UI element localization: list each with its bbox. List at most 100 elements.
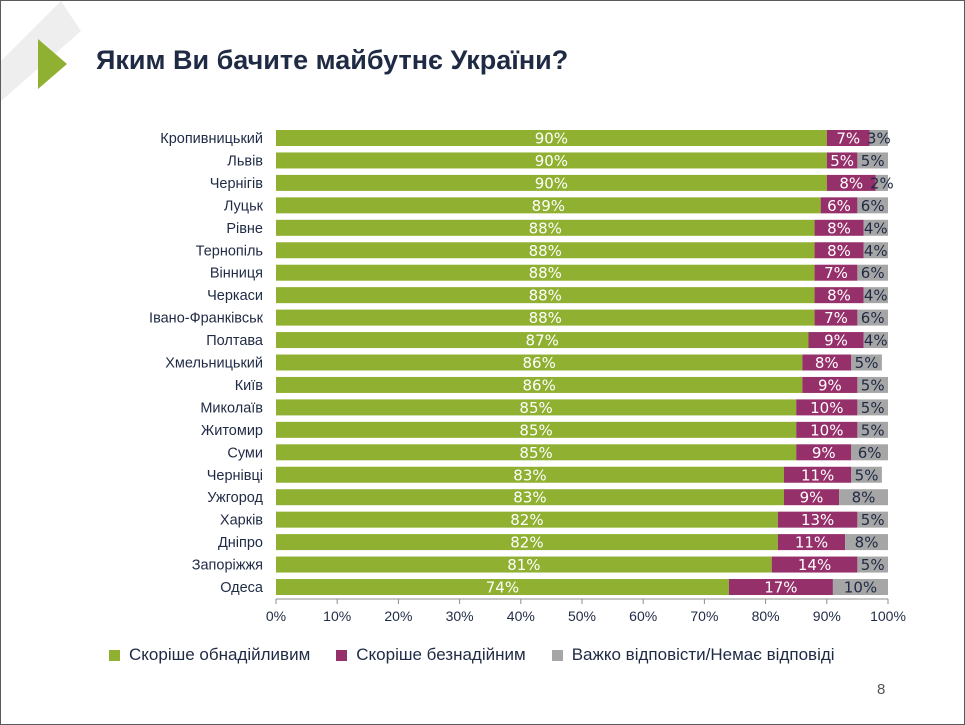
category-label: Івано-Франківськ bbox=[149, 311, 264, 327]
x-tick-label: 50% bbox=[568, 608, 596, 624]
data-label-series-2: 6% bbox=[861, 197, 885, 215]
data-label-series-2: 5% bbox=[861, 421, 885, 439]
bar-segment-series-1 bbox=[802, 376, 858, 393]
category-label: Хмельницький bbox=[165, 356, 263, 372]
bar-segment-series-1 bbox=[826, 174, 876, 191]
data-label-series-0: 82% bbox=[510, 534, 543, 552]
data-label-series-2: 5% bbox=[861, 511, 885, 529]
data-label-series-0: 90% bbox=[535, 152, 568, 170]
data-label-series-1: 8% bbox=[839, 174, 863, 192]
data-label-series-1: 11% bbox=[801, 466, 834, 484]
data-label-series-2: 3% bbox=[867, 130, 891, 148]
bar-segment-series-0 bbox=[276, 399, 797, 416]
bar-segment-series-2 bbox=[863, 242, 888, 259]
data-label-series-1: 13% bbox=[801, 511, 834, 529]
data-label-series-1: 8% bbox=[815, 354, 839, 372]
data-label-series-2: 5% bbox=[855, 354, 879, 372]
bar-segment-series-2 bbox=[857, 511, 888, 528]
bar-segment-series-1 bbox=[796, 399, 858, 416]
legend-swatch-hopeless bbox=[336, 649, 348, 661]
bar-segment-series-1 bbox=[814, 264, 858, 281]
category-label: Київ bbox=[235, 378, 264, 394]
data-label-series-1: 9% bbox=[800, 489, 824, 507]
legend-label-hopeful: Скоріше обнадійливим bbox=[129, 645, 311, 664]
bar-segment-series-1 bbox=[826, 152, 858, 169]
data-label-series-2: 5% bbox=[861, 399, 885, 417]
bar-segment-series-0 bbox=[276, 197, 821, 214]
bar-segment-series-0 bbox=[276, 174, 827, 191]
bar-segment-series-2 bbox=[875, 174, 888, 191]
data-label-series-1: 14% bbox=[798, 556, 831, 574]
data-label-series-2: 4% bbox=[864, 219, 888, 237]
bar-segment-series-2 bbox=[863, 219, 888, 236]
data-label-series-1: 5% bbox=[830, 152, 854, 170]
bar-segment-series-1 bbox=[771, 556, 858, 573]
data-label-series-2: 4% bbox=[864, 332, 888, 350]
legend-item-hard-to-say: Важко відповісти/Немає відповіді bbox=[551, 645, 835, 665]
bar-segment-series-1 bbox=[826, 130, 870, 146]
category-label: Черкаси bbox=[207, 288, 263, 304]
bar-segment-series-2 bbox=[857, 399, 888, 416]
bar-segment-series-2 bbox=[857, 197, 888, 214]
data-label-series-0: 88% bbox=[529, 219, 562, 237]
data-label-series-1: 17% bbox=[764, 579, 797, 597]
bar-segment-series-1 bbox=[783, 489, 840, 506]
bar-segment-series-2 bbox=[857, 309, 888, 326]
legend-item-hopeless: Скоріше безнадійним bbox=[336, 645, 526, 665]
bar-segment-series-1 bbox=[783, 466, 852, 483]
data-label-series-0: 85% bbox=[519, 421, 552, 439]
data-label-series-0: 90% bbox=[535, 174, 568, 192]
bar-segment-series-2 bbox=[832, 579, 888, 595]
data-label-series-0: 86% bbox=[522, 354, 555, 372]
category-label: Чернігів bbox=[210, 176, 264, 192]
x-tick-label: 40% bbox=[507, 608, 535, 624]
data-label-series-0: 88% bbox=[529, 264, 562, 282]
category-label: Ужгород bbox=[207, 490, 263, 506]
x-tick-label: 0% bbox=[266, 608, 286, 624]
slide-decoration-arrow bbox=[1, 1, 81, 101]
data-label-series-2: 5% bbox=[861, 376, 885, 394]
data-label-series-2: 5% bbox=[861, 556, 885, 574]
category-label: Харків bbox=[220, 513, 263, 529]
legend-swatch-hard-to-say bbox=[551, 649, 563, 661]
bar-segment-series-0 bbox=[276, 309, 815, 326]
category-label: Миколаїв bbox=[200, 400, 263, 416]
legend-item-hopeful: Скоріше обнадійливим bbox=[109, 645, 310, 665]
bar-segment-series-2 bbox=[845, 534, 888, 551]
bar-segment-series-2 bbox=[857, 376, 888, 393]
bar-segment-series-1 bbox=[814, 242, 864, 259]
data-label-series-0: 85% bbox=[519, 399, 552, 417]
bar-segment-series-0 bbox=[276, 466, 784, 483]
bar-segment-series-1 bbox=[796, 444, 852, 461]
data-label-series-0: 88% bbox=[529, 309, 562, 327]
play-arrow-icon bbox=[38, 39, 67, 89]
x-tick-label: 100% bbox=[870, 608, 906, 624]
x-tick-label: 20% bbox=[384, 608, 412, 624]
data-label-series-0: 83% bbox=[513, 466, 546, 484]
bar-segment-series-2 bbox=[851, 354, 882, 371]
bar-segment-series-0 bbox=[276, 152, 827, 169]
bar-segment-series-0 bbox=[276, 130, 827, 146]
bar-segment-series-2 bbox=[857, 556, 888, 573]
data-label-series-1: 8% bbox=[827, 242, 851, 260]
x-tick-label: 70% bbox=[690, 608, 718, 624]
data-label-series-0: 82% bbox=[510, 511, 543, 529]
bar-segment-series-1 bbox=[814, 309, 858, 326]
category-label: Рівне bbox=[226, 221, 263, 237]
data-label-series-2: 4% bbox=[864, 287, 888, 305]
bar-segment-series-1 bbox=[808, 332, 864, 349]
data-label-series-0: 81% bbox=[507, 556, 540, 574]
bar-segment-series-0 bbox=[276, 376, 803, 393]
x-tick-label: 30% bbox=[446, 608, 474, 624]
data-label-series-0: 87% bbox=[526, 332, 559, 350]
data-label-series-1: 10% bbox=[810, 399, 843, 417]
data-label-series-1: 6% bbox=[827, 197, 851, 215]
bar-segment-series-1 bbox=[777, 534, 846, 551]
data-label-series-2: 8% bbox=[852, 489, 876, 507]
data-label-series-2: 5% bbox=[861, 152, 885, 170]
bar-segment-series-0 bbox=[276, 242, 815, 259]
data-label-series-2: 10% bbox=[844, 579, 877, 597]
data-label-series-1: 9% bbox=[812, 444, 836, 462]
category-label: Кропивницький bbox=[160, 131, 263, 147]
